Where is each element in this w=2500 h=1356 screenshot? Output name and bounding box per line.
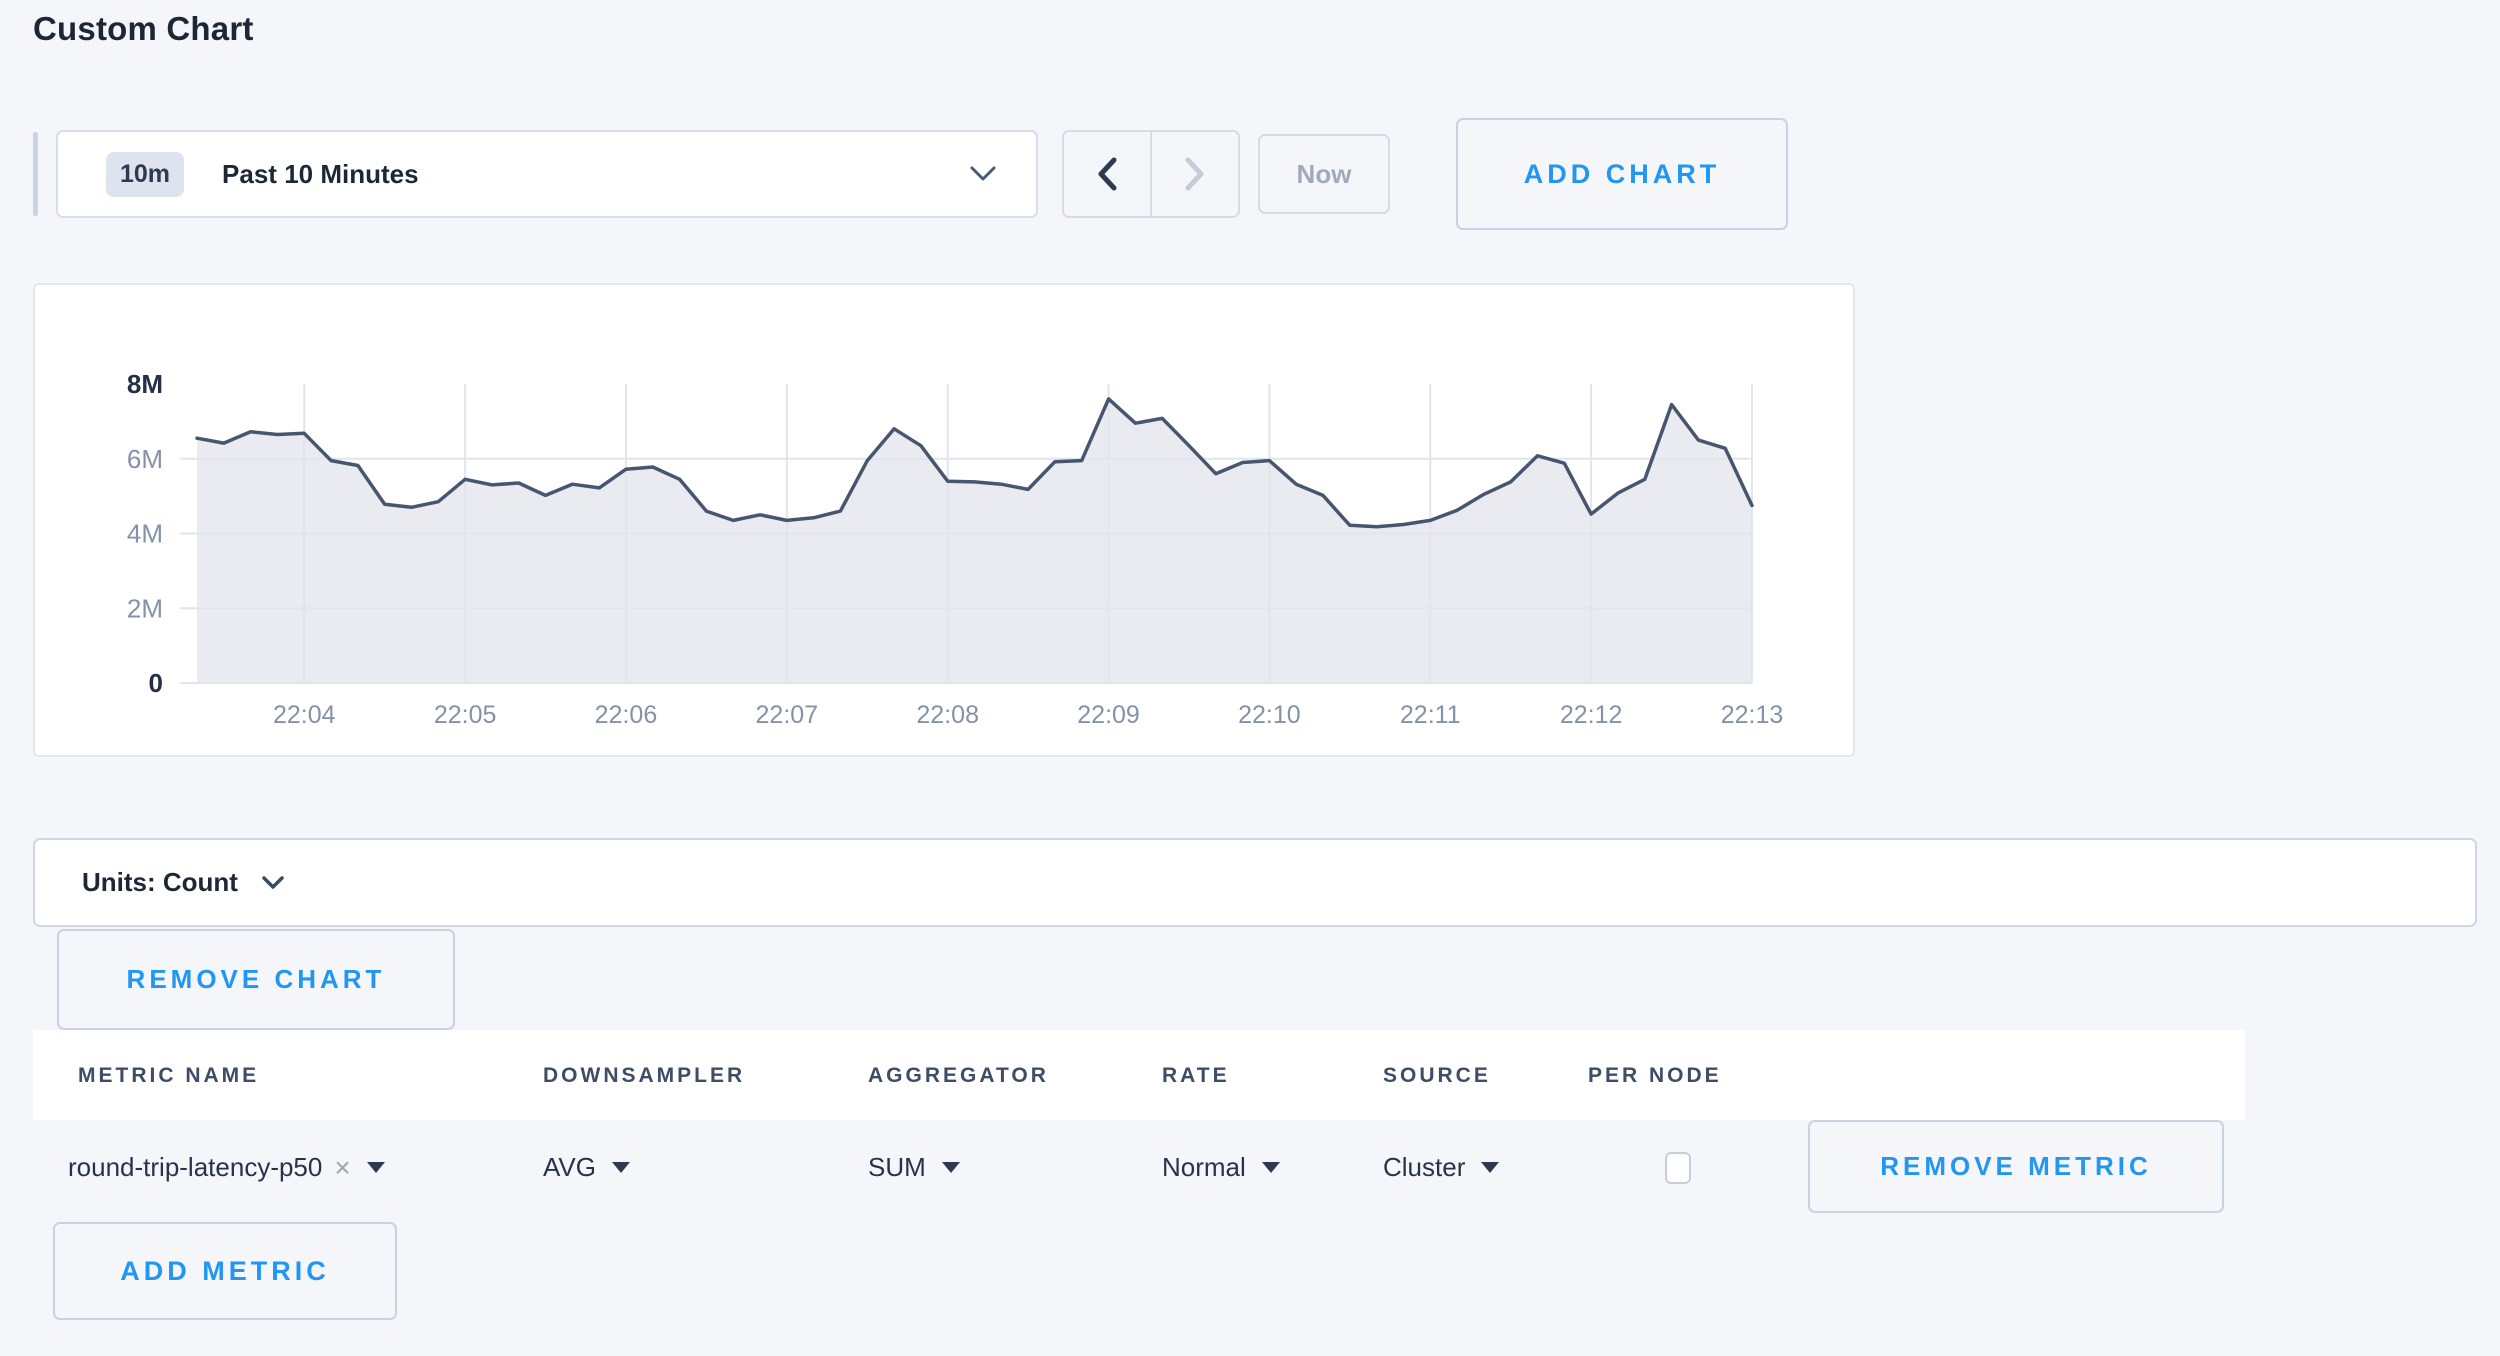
- svg-text:22:11: 22:11: [1400, 701, 1461, 729]
- chevron-left-icon: [1098, 157, 1117, 191]
- column-header-metric-name: METRIC NAME: [78, 1064, 260, 1087]
- svg-text:22:04: 22:04: [273, 701, 336, 729]
- remove-chart-button[interactable]: REMOVE CHART: [57, 929, 455, 1030]
- series-area: [197, 398, 1752, 683]
- add-chart-button[interactable]: ADD CHART: [1456, 118, 1788, 230]
- svg-text:22:05: 22:05: [434, 701, 497, 729]
- per-node-checkbox[interactable]: [1665, 1151, 1691, 1184]
- units-select[interactable]: Units: Count: [33, 838, 2477, 927]
- svg-text:22:13: 22:13: [1721, 701, 1784, 729]
- column-header-source: SOURCE: [1383, 1064, 1491, 1087]
- chevron-right-icon: [1185, 157, 1204, 191]
- chevron-down-icon: [970, 166, 996, 181]
- aggregator-select[interactable]: SUM: [868, 1120, 960, 1215]
- dropdown-caret-icon: [941, 1162, 960, 1173]
- source-value: Cluster: [1383, 1152, 1466, 1182]
- page-title: Custom Chart: [33, 10, 254, 47]
- metrics-table-header: METRIC NAME DOWNSAMPLER AGGREGATOR RATE …: [33, 1030, 2245, 1120]
- timeseries-chart-card: 0 2M 4M 6M 8M 22:04 22:05 22:06 22:07 22:08 22:09 2…: [33, 283, 1855, 757]
- rate-select[interactable]: Normal: [1162, 1120, 1280, 1215]
- aggregator-value: SUM: [868, 1152, 926, 1182]
- metric-row: round-trip-latency-p50 × AVG SUM Normal …: [33, 1120, 2467, 1215]
- downsampler-value: AVG: [543, 1152, 596, 1182]
- column-header-rate: RATE: [1162, 1064, 1230, 1087]
- gridlines: [180, 384, 1753, 684]
- svg-text:4M: 4M: [127, 519, 163, 549]
- svg-text:2M: 2M: [127, 593, 163, 623]
- source-select[interactable]: Cluster: [1383, 1120, 1500, 1215]
- time-forward-button[interactable]: [1150, 132, 1238, 216]
- x-axis-labels: 22:04 22:05 22:06 22:07 22:08 22:09 22:10 22:11…: [273, 701, 1783, 729]
- series-line: [195, 397, 1754, 529]
- dropdown-caret-icon: [366, 1162, 385, 1173]
- remove-metric-button[interactable]: REMOVE METRIC: [1808, 1120, 2224, 1213]
- metric-name-value: round-trip-latency-p50: [68, 1152, 323, 1182]
- now-button[interactable]: Now: [1258, 134, 1390, 214]
- units-label: Units: Count: [82, 867, 238, 897]
- clear-metric-icon[interactable]: ×: [334, 1151, 351, 1183]
- accent-bar: [33, 132, 38, 216]
- time-range-select[interactable]: 10m Past 10 Minutes: [56, 130, 1038, 218]
- chevron-down-icon: [262, 875, 284, 889]
- svg-text:8M: 8M: [127, 369, 163, 399]
- svg-text:22:06: 22:06: [595, 701, 658, 729]
- column-header-per-node: PER NODE: [1588, 1064, 1722, 1087]
- svg-text:0: 0: [149, 668, 163, 698]
- svg-text:22:08: 22:08: [916, 701, 979, 729]
- per-node-cell: [1665, 1120, 1691, 1215]
- time-range-label: Past 10 Minutes: [222, 158, 419, 189]
- svg-text:22:07: 22:07: [756, 701, 819, 729]
- svg-text:22:09: 22:09: [1077, 701, 1140, 729]
- y-axis-labels: 0 2M 4M 6M 8M: [127, 369, 163, 698]
- dropdown-caret-icon: [611, 1162, 630, 1173]
- time-back-button[interactable]: [1064, 132, 1150, 216]
- downsampler-select[interactable]: AVG: [543, 1120, 630, 1215]
- column-header-downsampler: DOWNSAMPLER: [543, 1064, 746, 1087]
- column-header-aggregator: AGGREGATOR: [868, 1064, 1049, 1087]
- dropdown-caret-icon: [1261, 1162, 1280, 1173]
- svg-text:6M: 6M: [127, 444, 163, 474]
- rate-value: Normal: [1162, 1152, 1246, 1182]
- add-metric-button[interactable]: ADD METRIC: [53, 1222, 397, 1320]
- metric-name-select[interactable]: round-trip-latency-p50 ×: [68, 1120, 385, 1215]
- svg-text:22:10: 22:10: [1238, 701, 1301, 729]
- svg-text:22:12: 22:12: [1560, 701, 1623, 729]
- time-range-badge: 10m: [106, 151, 185, 197]
- time-nav-group: [1062, 130, 1240, 218]
- dropdown-caret-icon: [1481, 1162, 1500, 1173]
